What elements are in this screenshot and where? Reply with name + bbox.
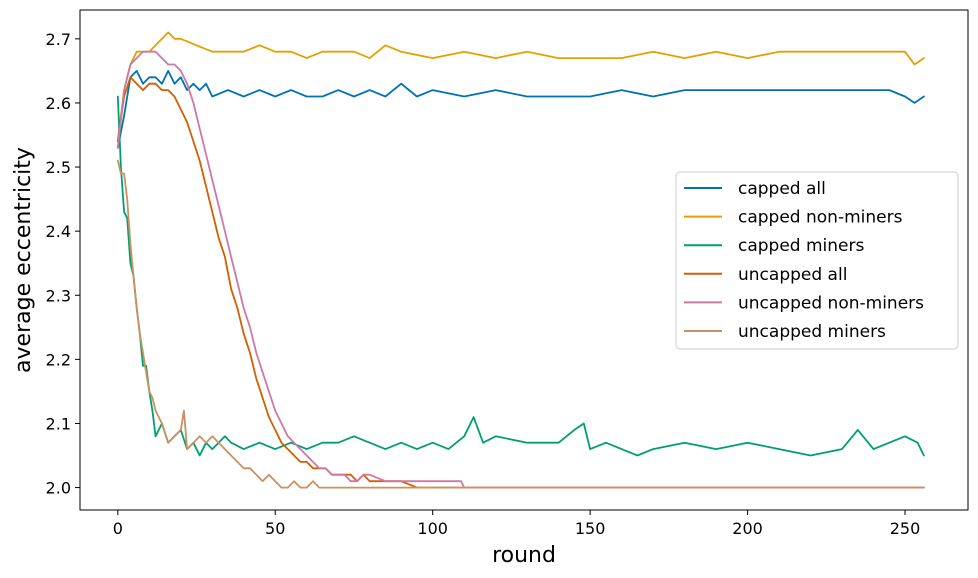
ticks-layer: 0 50 100 150 200 250 2.0 2.1 2.2 2.3 2.4 2.5 2.6 2.7 — [46, 30, 921, 538]
x-tick-label: 250 — [890, 519, 921, 538]
x-tick-label: 50 — [265, 519, 285, 538]
x-axis-title: round — [492, 543, 556, 568]
legend-box — [675, 171, 959, 350]
series-line-2 — [116, 31, 925, 143]
y-tick-label: 2.6 — [46, 94, 71, 113]
legend-label: uncapped non-miners — [738, 293, 924, 313]
series-line-6 — [116, 159, 925, 489]
y-tick-label: 2.7 — [46, 30, 71, 49]
plot-frame — [79, 9, 969, 511]
y-tick-label: 2.2 — [46, 350, 71, 369]
x-tick-label: 150 — [575, 519, 606, 538]
legend: capped all capped non-miners capped miners… — [675, 171, 959, 350]
x-tick-label: 200 — [732, 519, 763, 538]
y-axis-title: average eccentricity — [11, 147, 36, 373]
series-line-3 — [116, 95, 925, 457]
x-tick-label: 0 — [113, 519, 123, 538]
legend-label: uncapped all — [738, 265, 847, 285]
series-line-4 — [116, 76, 925, 489]
series-line-5 — [116, 50, 925, 489]
legend-label: capped non-miners — [738, 208, 903, 228]
x-tick-label: 100 — [417, 519, 448, 538]
y-tick-label: 2.0 — [46, 479, 71, 498]
legend-label: capped all — [738, 179, 826, 199]
y-tick-label: 2.3 — [46, 286, 71, 305]
legend-label: capped miners — [738, 236, 865, 256]
series-layer — [116, 31, 925, 489]
y-tick-label: 2.1 — [46, 414, 71, 433]
y-tick-label: 2.4 — [46, 222, 71, 241]
legend-label: uncapped miners — [738, 322, 886, 342]
y-tick-label: 2.5 — [46, 158, 71, 177]
series-line-1 — [116, 70, 925, 149]
